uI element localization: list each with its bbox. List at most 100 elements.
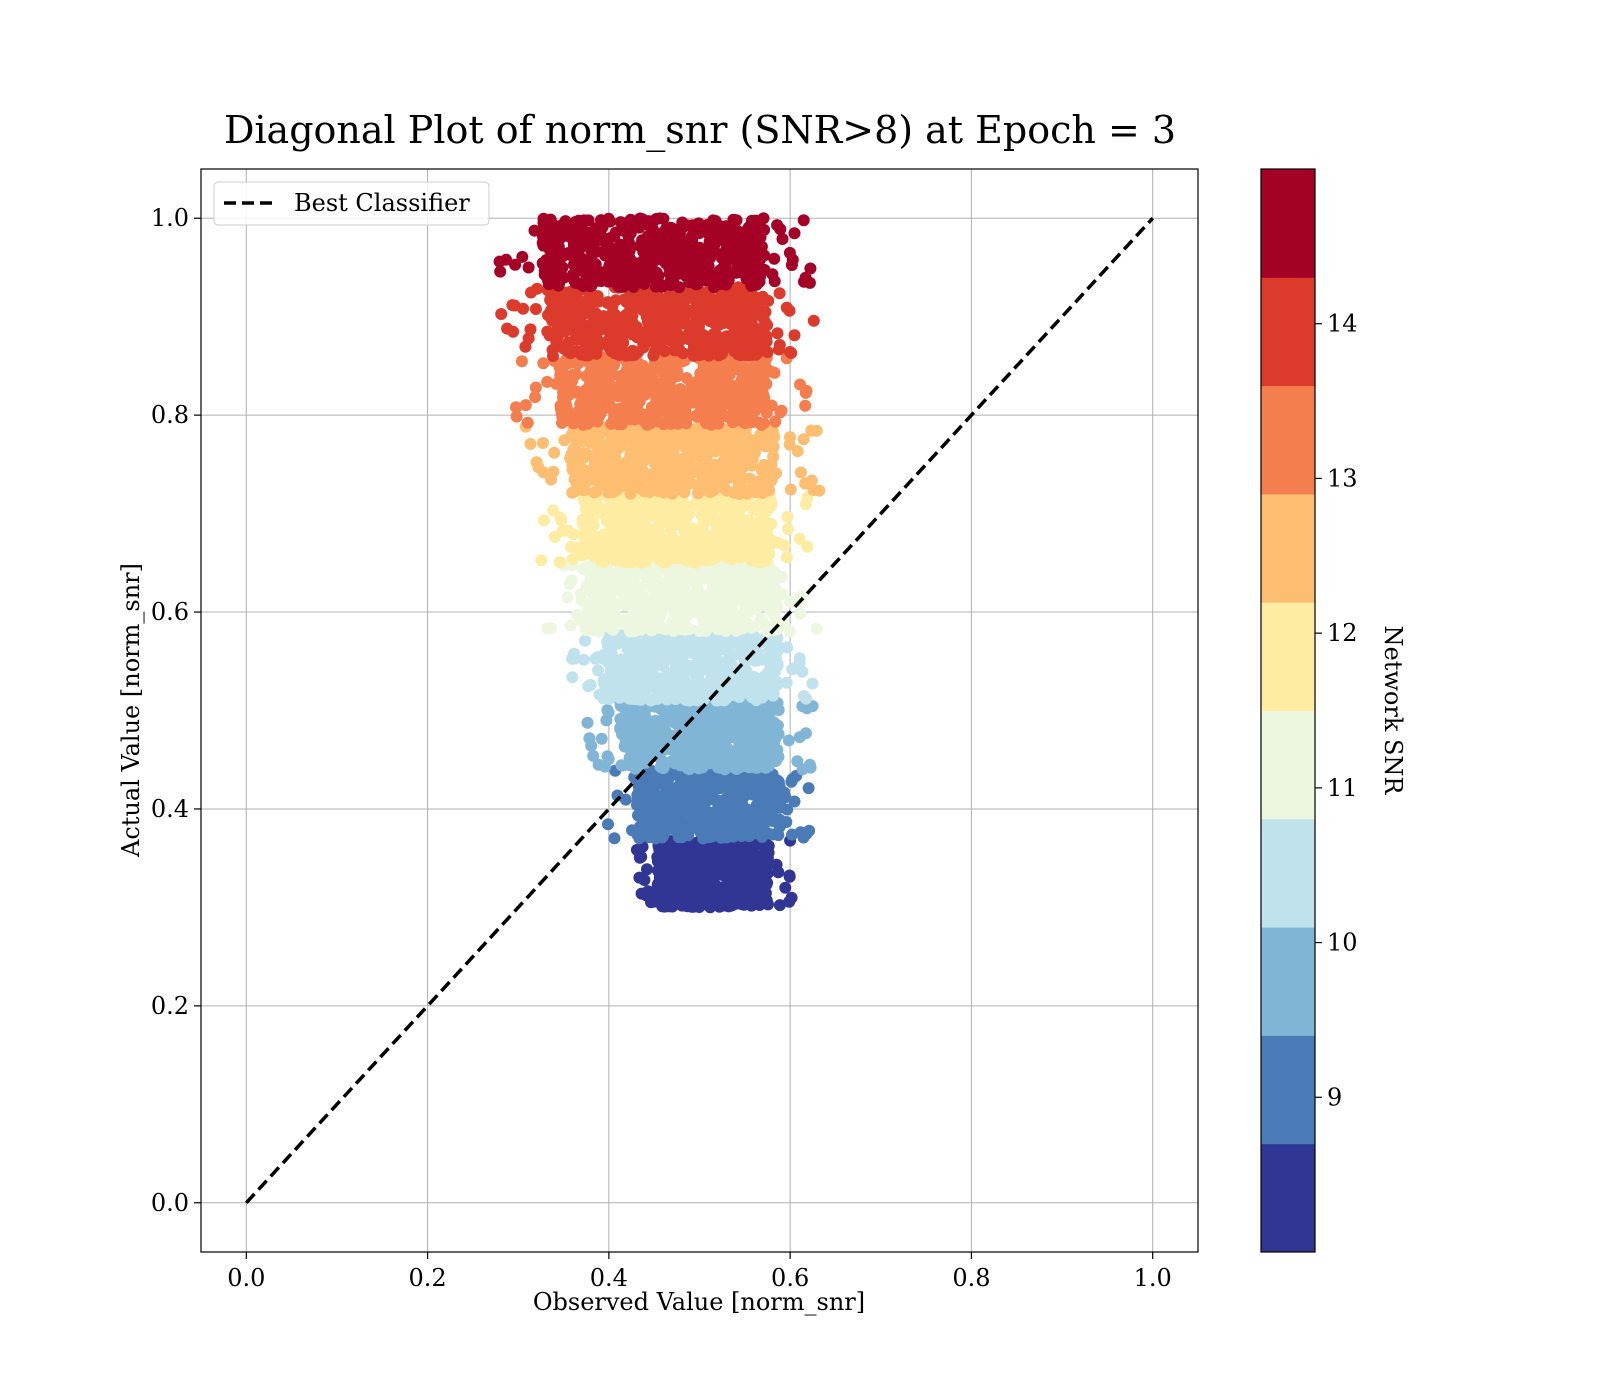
scatter-point-outlier (510, 401, 522, 414)
scatter-point-outlier (785, 347, 798, 359)
scatter-point (689, 669, 702, 681)
scatter-point (712, 349, 725, 362)
scatter-point-outlier (591, 651, 604, 664)
scatter-point (715, 292, 728, 305)
scatter-point (725, 617, 738, 630)
scatter-point (618, 377, 630, 390)
scatter-point-outlier (579, 634, 591, 647)
scatter-point (610, 483, 623, 496)
scatter-point (760, 551, 773, 564)
scatter-point (635, 756, 648, 769)
scatter-point (586, 583, 599, 596)
scatter-point-outlier (577, 563, 590, 576)
scatter-point (707, 473, 720, 486)
scatter-point-outlier (780, 551, 793, 564)
scatter-point (698, 572, 711, 585)
scatter-point (715, 524, 728, 536)
scatter-point (686, 536, 699, 549)
scatter-point (645, 581, 658, 594)
scatter-point (670, 645, 683, 658)
scatter-point (712, 893, 725, 906)
scatter-point (590, 461, 603, 474)
scatter-point (659, 447, 672, 460)
scatter-point (689, 586, 702, 599)
scatter-point (690, 382, 702, 394)
scatter-point (703, 417, 716, 430)
scatter-point (693, 288, 706, 301)
scatter-point (578, 514, 591, 527)
scatter-point (711, 443, 724, 456)
scatter-point-outlier (574, 614, 587, 626)
scatter-point (709, 878, 722, 891)
scatter-point-outlier (635, 887, 648, 900)
scatter-point (615, 471, 628, 484)
scatter-point (671, 889, 683, 902)
scatter-point (594, 391, 607, 403)
scatter-point-outlier (781, 641, 794, 654)
scatter-band-snr-9-10 (602, 763, 816, 845)
scatter-point (564, 347, 577, 360)
scatter-point (598, 609, 611, 621)
scatter-point (628, 408, 641, 421)
scatter-point-outlier (793, 532, 806, 545)
scatter-point (752, 737, 765, 750)
scatter-point-outlier (779, 881, 792, 894)
scatter-point (674, 333, 687, 346)
scatter-point (712, 802, 724, 815)
scatter-point (739, 875, 751, 888)
scatter-point (646, 613, 659, 626)
scatter-point-outlier (535, 554, 548, 567)
scatter-point-outlier (525, 286, 537, 299)
scatter-point (646, 436, 658, 449)
scatter-point (708, 817, 721, 830)
scatter-point-outlier (772, 536, 785, 549)
scatter-point (627, 442, 640, 455)
scatter-point (647, 467, 660, 480)
scatter-point-outlier (587, 749, 600, 762)
scatter-point (742, 514, 755, 527)
scatter-point (692, 320, 705, 333)
scatter-point (611, 682, 624, 695)
scatter-point (617, 669, 630, 682)
scatter-point-outlier (633, 871, 646, 884)
scatter-point-outlier (793, 731, 806, 744)
scatter-point (647, 349, 660, 362)
scatter-point (638, 531, 651, 544)
scatter-point-outlier (524, 323, 537, 336)
scatter-point (742, 454, 755, 467)
scatter-point (673, 582, 686, 595)
scatter-point (686, 574, 699, 587)
scatter-point (752, 578, 765, 591)
scatter-point (725, 649, 738, 662)
scatter-point (704, 547, 717, 560)
scatter-point (765, 814, 778, 827)
scatter-point-outlier (565, 574, 578, 587)
scatter-point-outlier (775, 404, 788, 417)
scatter-point (616, 759, 629, 772)
scatter-point (718, 694, 731, 707)
scatter-point (630, 331, 643, 344)
scatter-point (772, 704, 785, 716)
scatter-point-outlier (506, 299, 519, 312)
scatter-point (610, 516, 623, 529)
scatter-point (670, 298, 683, 311)
scatter-point (657, 855, 670, 868)
scatter-point-outlier (537, 437, 549, 449)
scatter-point (634, 482, 647, 495)
scatter-point-outlier (548, 446, 561, 459)
scatter-point (598, 508, 611, 520)
scatter-point-outlier (574, 587, 587, 600)
scatter-point-outlier (529, 391, 542, 404)
scatter-point (741, 784, 753, 797)
scatter-point (743, 857, 756, 870)
scatter-point-outlier (772, 343, 785, 356)
scatter-point-outlier (550, 377, 563, 390)
scatter-point-outlier (783, 895, 796, 908)
scatter-point (717, 706, 730, 719)
scatter-point (767, 750, 780, 763)
scatter-point (732, 701, 744, 714)
scatter-point (711, 761, 724, 774)
scatter-point (739, 667, 752, 680)
scatter-point (767, 716, 780, 728)
scatter-point-outlier (521, 416, 534, 429)
